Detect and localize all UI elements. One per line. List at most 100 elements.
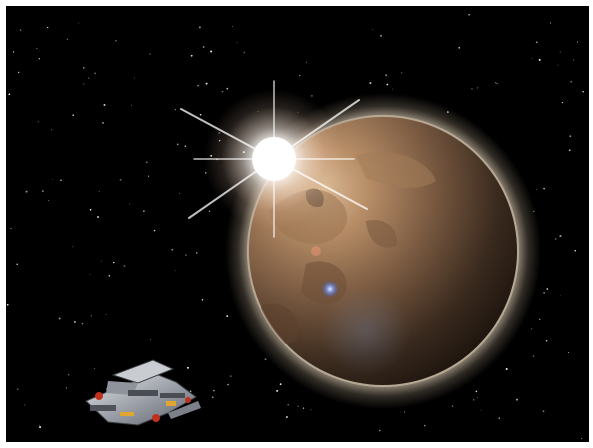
star [569,135,572,138]
star [150,339,151,341]
star [226,315,229,317]
star [213,389,215,392]
star [198,26,201,29]
star [133,77,135,79]
star [545,339,548,342]
star [476,87,479,89]
star [401,72,403,74]
star [468,14,470,16]
star [88,77,90,79]
star [197,84,199,87]
star [146,161,148,163]
star [212,396,214,399]
star [78,22,80,24]
star [570,80,573,83]
star [505,368,508,370]
star [581,438,583,439]
star [229,375,232,377]
star [102,122,104,124]
star [113,261,115,264]
star [557,64,559,66]
star [546,288,549,290]
star [41,190,44,193]
star [60,179,62,181]
star [103,103,106,107]
star [498,417,500,419]
star [559,294,561,296]
star [582,90,584,93]
star [199,113,202,116]
star [372,29,374,30]
star [66,38,68,40]
star [297,405,299,407]
star [458,47,460,49]
star [196,252,198,254]
star [97,216,99,218]
star [236,41,238,43]
star [24,404,26,406]
star [123,265,126,268]
star [305,61,307,63]
star [577,41,579,43]
star [108,275,111,277]
star [531,328,533,330]
star [385,74,388,77]
star [542,410,545,413]
star [539,318,541,320]
star [574,249,577,252]
lens-spot [321,280,339,298]
star [532,355,535,357]
star [494,82,497,84]
star [94,72,96,75]
star [568,351,569,353]
star [19,29,22,31]
star [25,190,28,193]
star [93,367,95,369]
star [568,149,571,152]
star [264,358,267,361]
star [550,22,552,24]
star [18,71,20,74]
star [516,398,518,401]
star [227,383,229,386]
star [65,387,68,389]
star [543,187,545,190]
star [101,260,102,262]
star [81,322,84,325]
star [311,95,313,97]
star [369,82,372,85]
star [451,405,454,407]
star [17,388,19,390]
star [423,424,426,427]
star [38,424,40,426]
star [105,314,107,315]
star [83,67,85,69]
star [472,399,475,401]
star [39,426,42,429]
star [202,46,205,48]
star [231,26,233,27]
star [67,373,70,376]
star [52,179,53,181]
star [378,429,381,432]
star [561,101,564,104]
star [299,74,301,77]
star [143,210,145,212]
star [6,303,9,306]
star [190,54,193,57]
star [276,389,279,392]
star [38,58,41,60]
star [153,229,156,232]
star [37,121,39,123]
star [89,274,91,275]
star [403,411,405,413]
star [48,199,50,201]
star [51,129,53,131]
star [171,248,174,251]
star [185,254,187,256]
star [380,34,382,37]
star [496,82,498,85]
star [16,263,18,265]
star [392,88,393,90]
star [210,50,213,53]
